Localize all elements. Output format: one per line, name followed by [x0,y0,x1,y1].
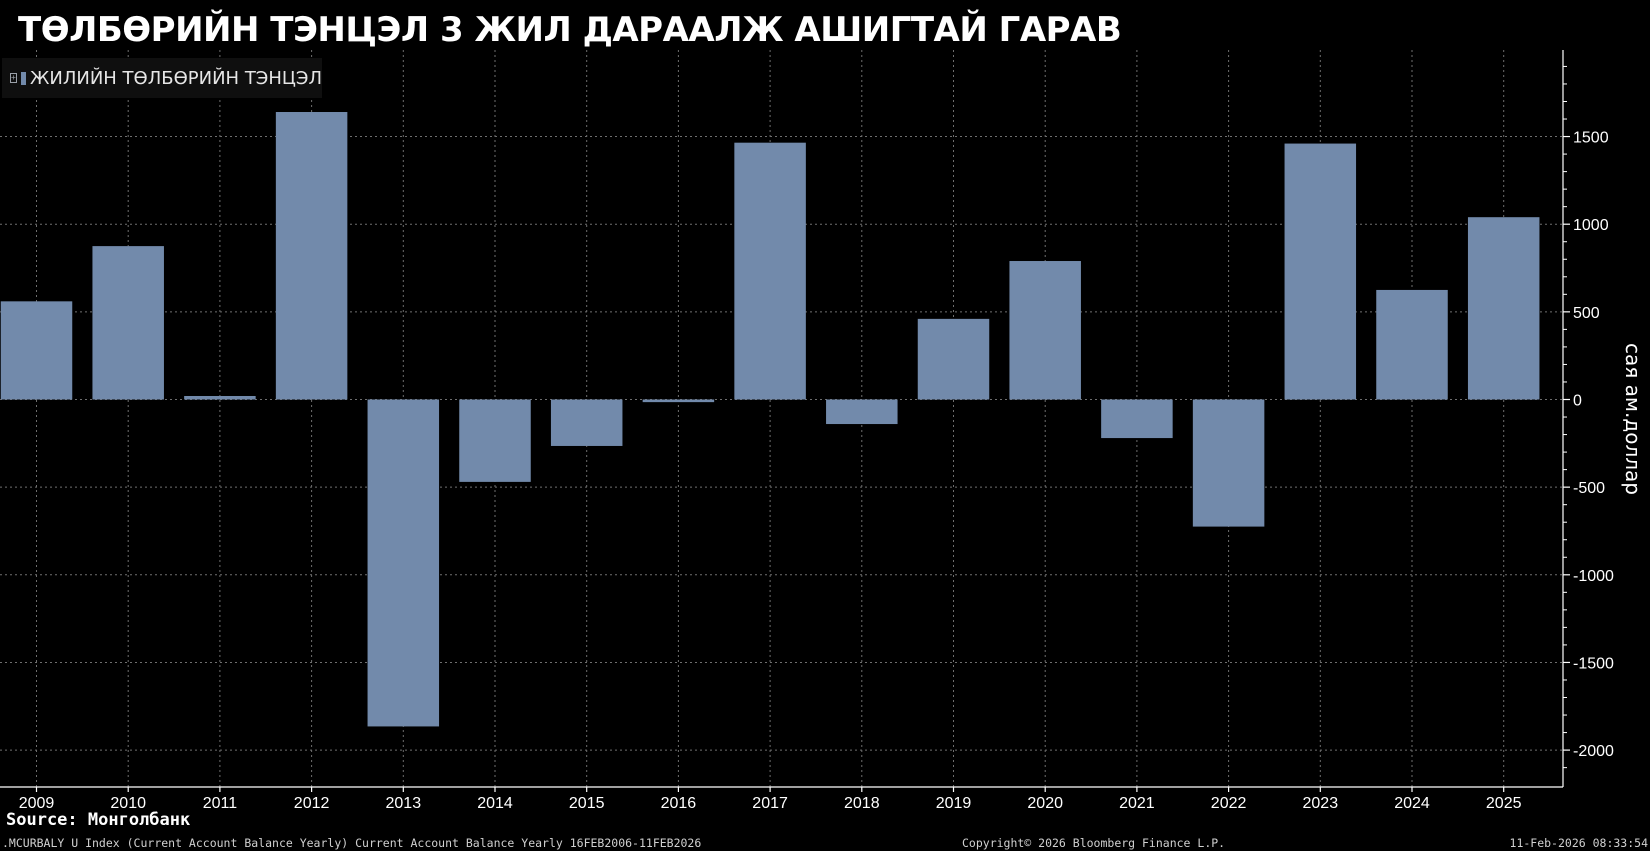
x-tick-label: 2025 [1486,795,1522,812]
bar-2019[interactable] [917,318,990,400]
y-tick-label: 500 [1573,305,1600,322]
bar-2012[interactable] [275,112,348,400]
y-tick-label: -500 [1573,480,1605,497]
bar-2011[interactable] [184,395,256,400]
y-tick-label: -2000 [1573,743,1614,760]
x-tick-label: 2020 [1027,795,1063,812]
x-tick-label: 2010 [110,795,146,812]
y-tick-label: -1000 [1573,568,1614,585]
footer-ticker: .MCURBALY U Index (Current Account Balan… [2,836,702,850]
x-tick-label: 2024 [1394,795,1430,812]
x-tick-label: 2014 [477,795,513,812]
x-tick-label: 2017 [752,795,788,812]
x-tick-label: 2012 [294,795,330,812]
y-axis-title: сая ам.доллар [1621,343,1645,495]
y-tick-label: 0 [1573,393,1582,410]
x-tick-label: 2018 [844,795,880,812]
x-tick-label: 2023 [1303,795,1339,812]
legend-toggle-icon[interactable]: + [10,73,17,83]
bar-2013[interactable] [367,399,440,727]
bar-2014[interactable] [459,399,531,482]
x-tick-label: 2009 [19,795,55,812]
legend-label: ЖИЛИЙН ТӨЛБӨРИЙН ТЭНЦЭЛ [29,67,322,89]
source-text: Source: Монголбанк [6,810,191,830]
bar-2009[interactable] [0,301,73,400]
bar-2025[interactable] [1467,217,1540,400]
x-tick-label: 2011 [203,795,238,812]
footer-copyright: Copyright© 2026 Bloomberg Finance L.P. [962,836,1226,850]
y-tick-label: 1500 [1573,130,1609,147]
bar-2021[interactable] [1101,399,1173,439]
bar-2024[interactable] [1376,289,1448,400]
x-tick-label: 2022 [1211,795,1247,812]
x-tick-label: 2015 [569,795,605,812]
bar-2022[interactable] [1192,399,1265,527]
x-tick-label: 2013 [386,795,422,812]
bar-2018[interactable] [826,399,898,425]
bar-2010[interactable] [92,246,164,400]
bar-2015[interactable] [550,399,623,446]
bar-2020[interactable] [1009,261,1081,400]
x-tick-label: 2021 [1119,795,1155,812]
footer-timestamp: 11-Feb-2026 08:33:54 [1509,836,1648,850]
y-tick-label: -1500 [1573,655,1614,672]
legend-swatch [20,71,26,85]
x-tick-label: 2016 [661,795,697,812]
x-tick-label: 2019 [936,795,972,812]
chart-title: ТӨЛБӨРИЙН ТЭНЦЭЛ 3 ЖИЛ ДАРААЛЖ АШИГТАЙ Г… [18,10,1122,50]
bar-2023[interactable] [1284,143,1357,400]
legend[interactable]: + ЖИЛИЙН ТӨЛБӨРИЙН ТЭНЦЭЛ [2,58,322,98]
bar-2016[interactable] [642,399,715,403]
bar-2017[interactable] [734,142,806,400]
y-tick-label: 1000 [1573,217,1609,234]
